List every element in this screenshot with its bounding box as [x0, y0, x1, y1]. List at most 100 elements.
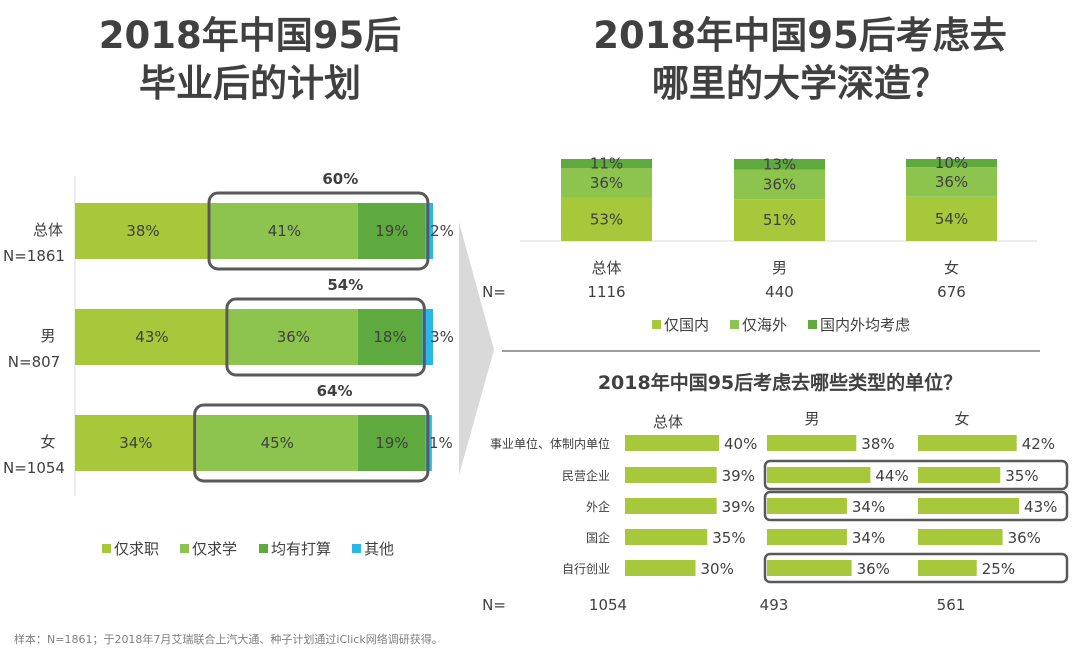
data-label: 1%	[429, 434, 453, 452]
bar-segment	[425, 203, 433, 259]
data-label: 34%	[852, 498, 885, 516]
data-label: 34%	[119, 434, 152, 452]
bar	[625, 435, 719, 451]
data-label: 45%	[261, 434, 294, 452]
bar	[767, 498, 847, 514]
left-title: 2018年中国95后 毕业后的计划	[30, 12, 470, 108]
legend-swatch	[652, 320, 661, 329]
bar	[625, 498, 717, 514]
bar-segment	[906, 159, 997, 168]
category-label: 自行创业	[562, 562, 610, 576]
data-label: 30%	[701, 560, 734, 578]
data-label: 36%	[590, 174, 623, 192]
data-label: 39%	[722, 498, 755, 516]
data-label: 42%	[1022, 435, 1055, 453]
highlight-total-label: 60%	[322, 170, 358, 188]
category-label: 总体	[33, 221, 63, 239]
data-label: 54%	[935, 210, 968, 228]
legend-swatch	[352, 544, 361, 553]
bar-segment	[357, 415, 426, 471]
category-label: 事业单位、体制内单位	[490, 436, 610, 451]
bar	[767, 529, 847, 545]
right-title-line1: 2018年中国95后考虑去	[593, 14, 1007, 57]
sample-size-label: 1054	[589, 596, 627, 614]
highlight-total-label: 64%	[317, 382, 353, 400]
bar-segment	[734, 169, 825, 200]
n-label: N=	[482, 596, 506, 614]
bar-segment	[357, 203, 426, 259]
data-label: 35%	[712, 529, 745, 547]
data-label: 3%	[430, 328, 454, 346]
bar	[625, 467, 717, 483]
bar-segment	[906, 167, 997, 197]
group-header: 男	[804, 410, 819, 428]
legend-swatch	[730, 320, 739, 329]
sample-size-label: 440	[765, 283, 794, 301]
highlight-box	[763, 459, 1069, 491]
legend-label: 仅求职	[114, 540, 159, 558]
bar	[918, 529, 1003, 545]
data-label: 39%	[722, 467, 755, 485]
bar-segment	[228, 309, 358, 365]
legend-swatch	[259, 544, 268, 553]
data-label: 51%	[763, 211, 796, 229]
category-label: 男	[40, 327, 55, 345]
bar-segment	[561, 197, 652, 241]
n-label: N=	[482, 283, 506, 301]
data-label: 35%	[1005, 467, 1038, 485]
bar	[625, 560, 696, 576]
data-label: 44%	[875, 467, 908, 485]
data-label: 13%	[763, 155, 796, 173]
footnote: 样本：N=1861；于2018年7月艾瑞联合上汽大通、种子计划通过iClick网…	[14, 633, 443, 646]
legend-label: 仅求学	[192, 540, 237, 558]
sample-size-label: 493	[760, 596, 789, 614]
legend-label: 国内外均考虑	[820, 316, 910, 334]
data-label: 2%	[430, 222, 454, 240]
category-label: 国企	[586, 530, 610, 545]
unit-chart-title: 2018年中国95后考虑去哪些类型的单位？	[597, 372, 963, 394]
highlight-box	[763, 490, 1069, 522]
highlight-total-label: 54%	[327, 276, 363, 294]
bar-segment	[75, 415, 197, 471]
bar-segment	[196, 415, 358, 471]
data-label: 43%	[135, 328, 168, 346]
bar	[767, 560, 852, 576]
right-title-line2: 哪里的大学深造？	[652, 62, 948, 105]
legend-label: 仅海外	[742, 316, 787, 334]
sample-size-label: N=807	[8, 353, 60, 371]
bar	[918, 435, 1017, 451]
legend-label: 仅国内	[664, 316, 709, 334]
bar-segment	[75, 203, 212, 259]
bar	[918, 560, 977, 576]
sample-size-label: 1116	[587, 283, 625, 301]
data-label: 40%	[724, 435, 757, 453]
bar	[767, 467, 871, 483]
left-title-line1: 2018年中国95后	[98, 14, 402, 57]
data-label: 34%	[852, 529, 885, 547]
category-label: 外企	[586, 499, 610, 514]
bar	[918, 467, 1001, 483]
data-label: 38%	[861, 435, 894, 453]
data-label: 19%	[375, 222, 408, 240]
bar-segment	[561, 159, 652, 169]
data-label: 18%	[373, 328, 406, 346]
right-title: 2018年中国95后考虑去 哪里的大学深造？	[520, 12, 1080, 108]
bar-segment	[422, 309, 433, 365]
sample-size-label: N=1861	[3, 247, 65, 265]
legend-swatch	[808, 320, 817, 329]
bar-segment	[561, 168, 652, 198]
category-label: 总体	[591, 259, 621, 277]
legend-label: 均有打算	[271, 540, 331, 558]
data-label: 25%	[982, 560, 1015, 578]
data-label: 19%	[375, 434, 408, 452]
data-label: 38%	[126, 222, 159, 240]
highlight-box	[225, 297, 426, 377]
group-header: 总体	[653, 413, 683, 431]
data-label: 36%	[763, 175, 796, 193]
data-label: 36%	[935, 173, 968, 191]
bar-segment	[906, 196, 997, 241]
category-label: 民营企业	[562, 468, 610, 483]
bar-segment	[734, 199, 825, 241]
group-header: 女	[954, 410, 969, 428]
